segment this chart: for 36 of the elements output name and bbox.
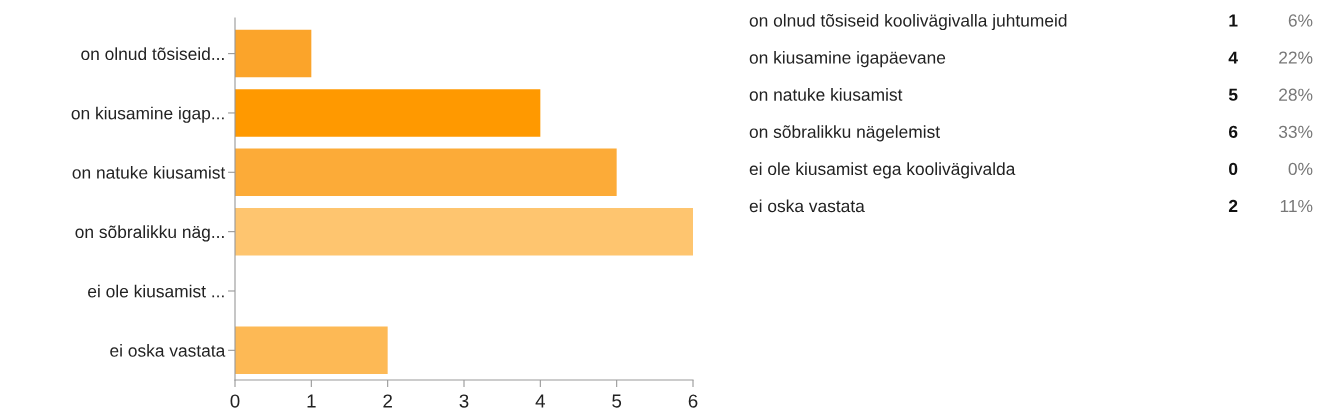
text: on kiusamine igapäevane bbox=[749, 51, 946, 68]
x-tick-label: 4 bbox=[535, 394, 545, 408]
text: 6% bbox=[1288, 14, 1313, 27]
bar bbox=[235, 29, 312, 78]
y-tick-label: ei ole kiusamist ... bbox=[88, 284, 224, 298]
x-tick-label: 2 bbox=[383, 394, 392, 408]
text: 0% bbox=[1288, 162, 1313, 176]
x-tick-label: 5 bbox=[612, 394, 622, 408]
bar bbox=[235, 148, 617, 197]
text: 0 bbox=[1229, 162, 1238, 176]
text: on sõbralikku nägelemist bbox=[749, 125, 940, 142]
text: ei oska vastata bbox=[749, 199, 865, 213]
text: 11% bbox=[1280, 199, 1313, 213]
text: 28% bbox=[1279, 88, 1313, 101]
text: 2 bbox=[1228, 199, 1238, 212]
text: on olnud tõsiseid koolivägivalla juhtumeid bbox=[749, 13, 1067, 31]
text: 6 bbox=[1228, 125, 1238, 138]
text: 1 bbox=[1229, 14, 1238, 27]
x-tick-label: 3 bbox=[459, 394, 469, 408]
text: 22% bbox=[1279, 51, 1313, 64]
bar bbox=[235, 326, 388, 375]
text: 33% bbox=[1278, 125, 1313, 138]
x-tick-label: 6 bbox=[688, 394, 698, 408]
text: on natuke kiusamist bbox=[749, 88, 903, 101]
bar bbox=[235, 207, 693, 256]
y-tick-label: on natuke kiusamist bbox=[72, 166, 226, 179]
y-tick-label: ei oska vastata bbox=[110, 344, 226, 357]
x-tick-label: 1 bbox=[307, 394, 316, 408]
text: ei ole kiusamist ega koolivägivalda bbox=[749, 162, 1016, 179]
text: 5 bbox=[1228, 88, 1238, 101]
y-tick-label: on kiusamine igap... bbox=[71, 106, 224, 123]
y-tick-label: on olnud tõsiseid... bbox=[81, 47, 224, 61]
x-tick-label: 0 bbox=[230, 394, 240, 408]
text: 4 bbox=[1228, 51, 1238, 64]
y-tick-label: on sõbralikku näg... bbox=[75, 225, 224, 242]
bar bbox=[235, 89, 541, 137]
